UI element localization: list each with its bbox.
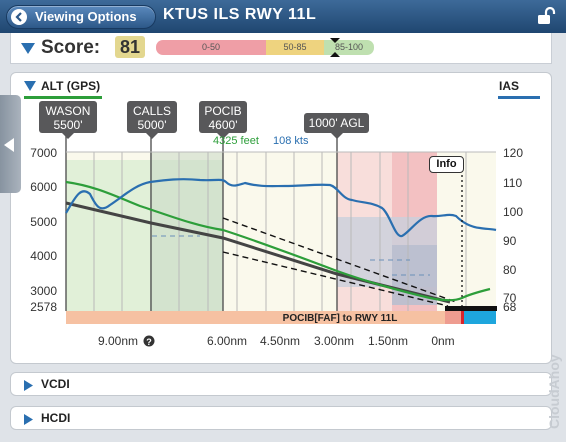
x-tick: 6.00nm (207, 334, 247, 348)
x-ticks: 9.00nm 6.00nm 4.50nm 3.00nm 1.50nm 0nm (98, 334, 455, 348)
y-right-tick: 80 (503, 263, 517, 277)
score-bar: Score: 81 0-50 50-85 85-100 (10, 33, 552, 64)
viewing-options-label: Viewing Options (35, 9, 137, 24)
vcdi-section[interactable]: VCDI (10, 372, 552, 396)
chevron-left-icon (4, 138, 14, 152)
info-button[interactable]: Info (429, 156, 464, 173)
y-right-ticks: 120 110 100 90 80 70 68 (503, 146, 523, 314)
y-right-tick: 70 (503, 291, 517, 305)
y-right-tick: 90 (503, 234, 517, 248)
y-left-ticks: 7000 6000 5000 4000 3000 2578 (30, 146, 57, 314)
unlock-icon[interactable] (536, 6, 556, 30)
fix-alt: 5500' (53, 118, 83, 132)
svg-text:?: ? (146, 337, 152, 347)
fix-pocib[interactable]: POCIB 4600' (199, 101, 247, 139)
page-title: KTUS ILS RWY 11L (163, 6, 317, 23)
hcdi-label: HCDI (41, 411, 71, 425)
fix-alt: 4600' (208, 118, 238, 132)
info-label: Info (436, 158, 457, 170)
side-collapse-tab[interactable] (0, 95, 21, 193)
score-marker-icon (330, 38, 340, 57)
segment-bar (66, 311, 446, 324)
fix-alt: 5000' (137, 118, 167, 132)
y-tick: 5000 (30, 215, 57, 229)
y-right-tick: 100 (503, 205, 523, 219)
watermark-text: CloudAhoy (546, 354, 562, 429)
runway-bar (445, 306, 497, 311)
fix-name: POCIB (204, 104, 242, 118)
fix-calls[interactable]: CALLS 5000' (127, 101, 177, 139)
score-range-high: 85-100 (324, 40, 374, 55)
score-range-mid: 50-85 (266, 40, 324, 55)
score-value: 81 (115, 36, 145, 58)
top-bar: Viewing Options KTUS ILS RWY 11L (0, 0, 566, 33)
fix-name: CALLS (132, 104, 172, 118)
ias-band-lines (152, 235, 430, 276)
alt-tab-underline (24, 96, 102, 99)
expand-triangle-icon (24, 380, 33, 391)
y-tick: 2578 (30, 300, 57, 314)
speed-readout: 108 kts (273, 135, 309, 147)
fix-wason[interactable]: WASON 5500' (39, 101, 97, 139)
agl-marker[interactable]: 1000' AGL (304, 113, 369, 139)
score-scale: 0-50 50-85 85-100 (156, 38, 374, 57)
altitude-line (65, 180, 491, 302)
altitude-readout: 4325 feet (213, 135, 259, 147)
y-tick: 4000 (30, 249, 57, 263)
viewing-options-button[interactable]: Viewing Options (6, 5, 156, 29)
tab-alt-gps[interactable]: ALT (GPS) (41, 79, 101, 93)
x-tick: 4.50nm (260, 334, 300, 348)
score-range-low: 0-50 (156, 40, 266, 55)
hcdi-section[interactable]: HCDI (10, 406, 552, 430)
expand-triangle-icon (24, 414, 33, 425)
vcdi-label: VCDI (41, 377, 70, 391)
grid-verticals (93, 152, 467, 311)
runway-segment-blue (464, 311, 496, 324)
y-right-tick: 110 (503, 176, 522, 190)
help-icon[interactable]: ? (143, 335, 155, 348)
y-right-tick: 68 (503, 300, 517, 314)
x-tick: 3.00nm (314, 334, 354, 348)
x-tick: 1.50nm (368, 334, 408, 348)
collapse-triangle-icon[interactable] (21, 43, 35, 54)
y-tick: 6000 (30, 180, 57, 194)
x-tick: 9.00nm (98, 334, 138, 348)
cloudahoy-watermark: CloudAhoy (541, 276, 565, 436)
tab-ias[interactable]: IAS (499, 79, 520, 93)
ias-tab-underline (498, 96, 540, 99)
y-right-tick: 120 (503, 146, 523, 160)
y-tick: 7000 (30, 146, 57, 160)
chevron-left-icon (11, 9, 27, 25)
fix-name: WASON (45, 104, 91, 118)
y-tick: 3000 (30, 284, 57, 298)
score-label: Score: (41, 37, 101, 58)
runway-segment-red (445, 311, 461, 324)
x-tick: 0nm (431, 334, 454, 348)
glideslope-limits (222, 217, 457, 307)
segment-label: POCIB[FAF] to RWY 11L (283, 313, 398, 324)
ias-line (65, 178, 497, 238)
collapse-triangle-icon[interactable] (24, 81, 36, 91)
runway-threshold (461, 311, 464, 324)
